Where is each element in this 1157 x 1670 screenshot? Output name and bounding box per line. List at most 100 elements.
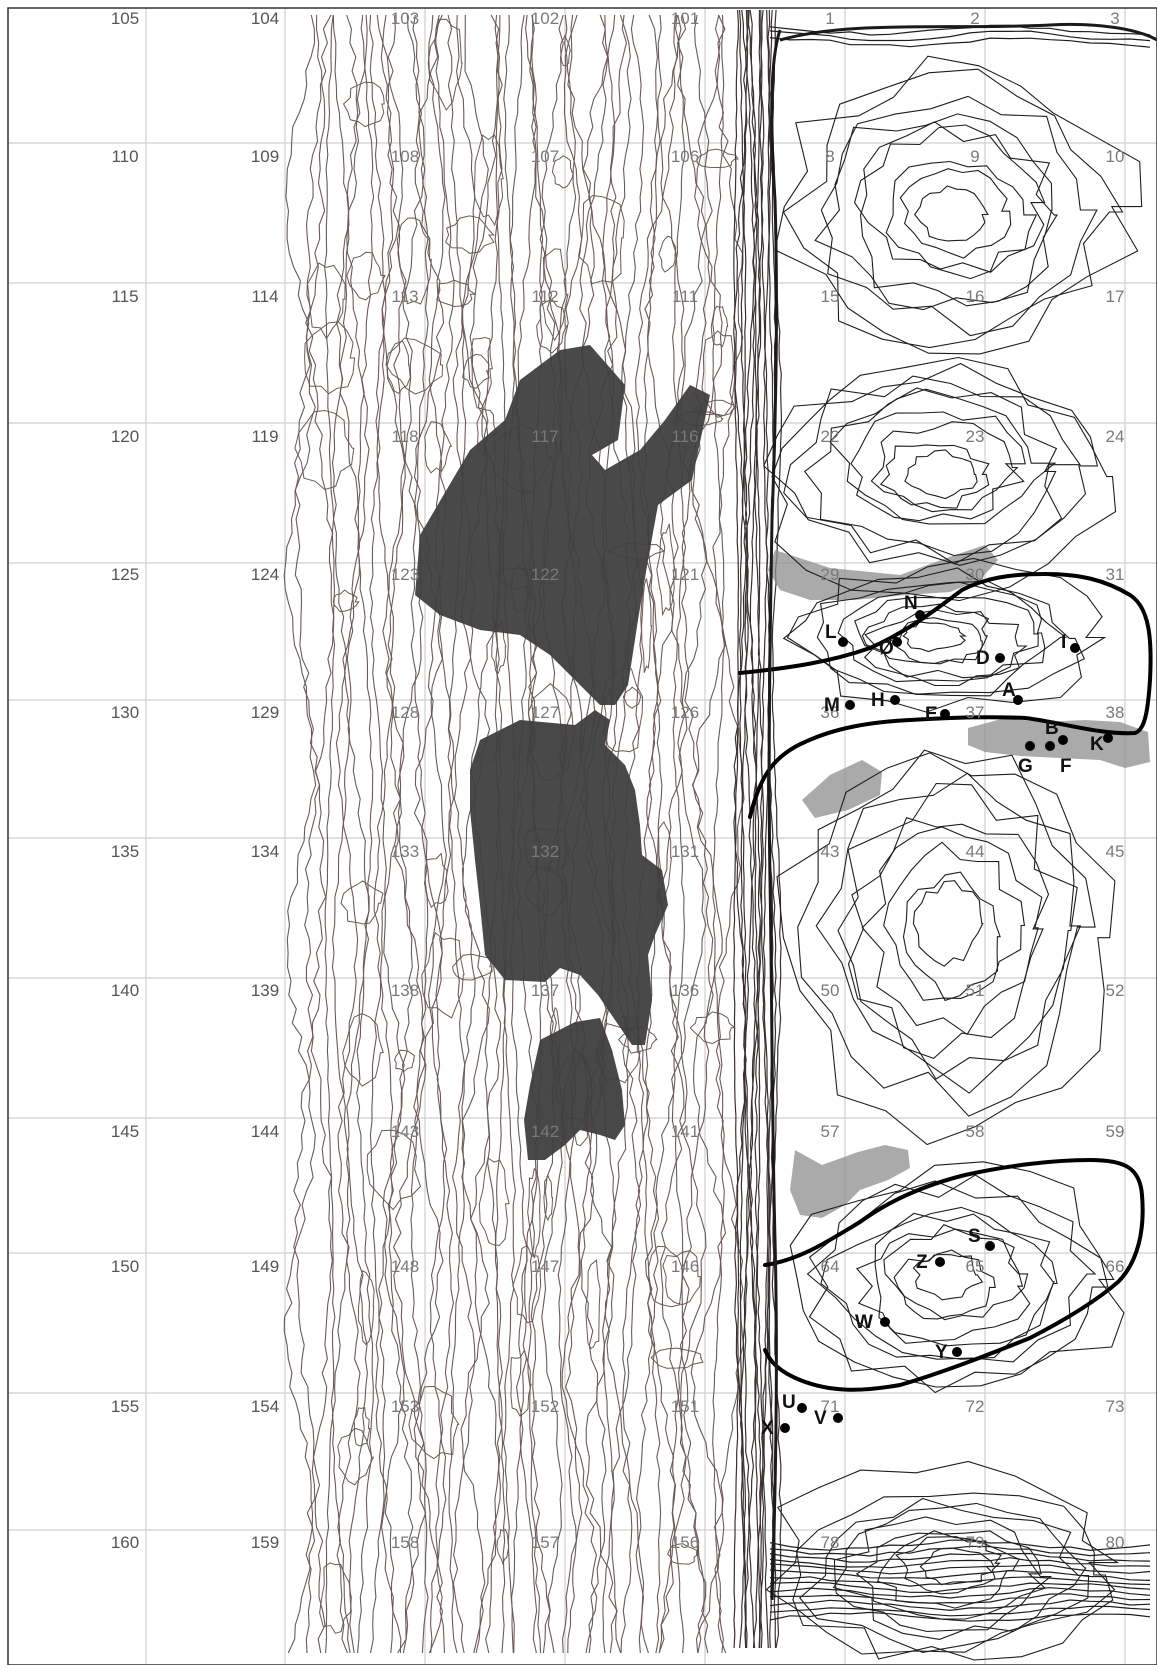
contour-band-line (769, 37, 1151, 48)
grid-cell-label: 132 (531, 842, 559, 861)
grid-cell-label: 125 (111, 565, 139, 584)
contour-loop (307, 262, 346, 340)
contour-loop-dark (829, 388, 1057, 525)
contour-loop (689, 1011, 736, 1045)
contour-loop (658, 235, 677, 273)
grid-cell-label: 149 (251, 1257, 279, 1276)
contour-loop-dark (832, 1502, 1087, 1640)
grid-cell-label: 110 (111, 147, 138, 166)
grid-cell-label: 78 (821, 1533, 840, 1552)
contour-loop-dark (833, 1516, 1053, 1633)
light-patch-57-64 (790, 1145, 910, 1218)
grid-cell-label: 66 (1106, 1257, 1125, 1276)
contour-band-line (769, 1599, 1151, 1612)
find-point-marker (935, 1257, 945, 1267)
contour-line (460, 15, 491, 1654)
contour-loop-dark (782, 567, 1086, 695)
grid-cell-label: 129 (251, 703, 279, 722)
dark-contour-lines (763, 24, 1151, 1661)
contour-loop-dark (870, 421, 1019, 513)
contour-line (447, 14, 467, 1654)
contour-loop-dark (904, 449, 978, 500)
contour-line (733, 9, 740, 1649)
contour-line (767, 9, 777, 1649)
grid-cell-label: 156 (671, 1533, 699, 1552)
contour-line (635, 14, 660, 1654)
grid-cell-label: 130 (111, 703, 139, 722)
contour-line (733, 9, 747, 1649)
contour-loop (462, 353, 490, 389)
contour-line (712, 14, 725, 1654)
contour-loop (648, 1245, 684, 1308)
light-patch-43 (802, 760, 882, 818)
grid-cell-label: 15 (821, 287, 840, 306)
contour-loop (436, 279, 477, 308)
grid-cell-label: 101 (671, 9, 699, 28)
contour-line (413, 14, 445, 1654)
contour-loop (641, 578, 653, 673)
grid-cell-label: 73 (1106, 1397, 1125, 1416)
grid-cell-label: 113 (391, 287, 418, 306)
grid-cell-label: 106 (671, 147, 699, 166)
find-point: N (904, 593, 925, 620)
contour-loop-dark (792, 1492, 1114, 1661)
contour-loop (536, 298, 568, 354)
find-point-marker (952, 1347, 962, 1357)
find-point: B (1045, 718, 1068, 745)
contour-loop (357, 1270, 375, 1346)
find-point-label: M (824, 695, 840, 716)
find-point: M (824, 695, 855, 716)
grid-cell-label: 8 (825, 147, 834, 166)
find-point: S (968, 1226, 995, 1251)
dark-patch-lower (524, 1018, 625, 1160)
contour-loop (701, 330, 736, 418)
contour-loop-dark (860, 121, 1058, 307)
contour-loop (478, 1157, 510, 1246)
contour-line (676, 14, 708, 1654)
grid-cell-label: 142 (531, 1122, 559, 1141)
contour-loop-dark (782, 68, 1124, 349)
contour-loop-dark (899, 168, 1012, 259)
find-point: G (1018, 741, 1035, 777)
grid-cell-label: 38 (1106, 703, 1125, 722)
find-point-label: H (871, 690, 885, 711)
grid-cell-label: 52 (1106, 981, 1125, 1000)
grid-cell-label: 108 (391, 147, 419, 166)
contour-loop-dark (861, 603, 990, 665)
grid-cell-label: 51 (966, 981, 985, 1000)
grid-cell-label: 154 (251, 1397, 279, 1416)
grid-cell-label: 121 (671, 565, 699, 584)
contour-line (373, 14, 396, 1654)
find-point-label: Y (935, 1342, 948, 1363)
contour-loop-dark (808, 1180, 1109, 1394)
grid-cell-label: 9 (970, 147, 979, 166)
grid-cell-label: 137 (531, 981, 559, 1000)
find-point-label: G (1018, 756, 1033, 777)
contour-loop-dark (902, 621, 967, 653)
contour-line (410, 14, 429, 1654)
find-point-marker (1025, 741, 1035, 751)
contour-band-line (769, 1557, 1151, 1569)
find-point-label: A (1002, 680, 1016, 701)
contour-line (386, 14, 414, 1654)
find-point-marker (1058, 735, 1068, 745)
grid-cell-label: 128 (391, 703, 419, 722)
find-point-label: B (1045, 718, 1059, 739)
grid-cell-label: 57 (821, 1122, 840, 1141)
grid-cell-label: 151 (671, 1397, 699, 1416)
contour-band-line (769, 1593, 1151, 1604)
grid-cell-label: 134 (251, 842, 279, 861)
grid-cell-label: 148 (391, 1257, 419, 1276)
contour-loop (319, 1562, 352, 1634)
contour-loop-dark (861, 826, 1043, 1036)
contour-band-line (769, 1552, 1151, 1563)
contour-loop-dark (850, 411, 1026, 522)
grid-cell-label: 160 (111, 1533, 139, 1552)
contour-line (452, 14, 476, 1654)
contour-line (679, 14, 714, 1654)
contour-band-line (769, 1563, 1151, 1575)
grid-cell-label: 150 (111, 1257, 139, 1276)
find-point-marker (985, 1241, 995, 1251)
